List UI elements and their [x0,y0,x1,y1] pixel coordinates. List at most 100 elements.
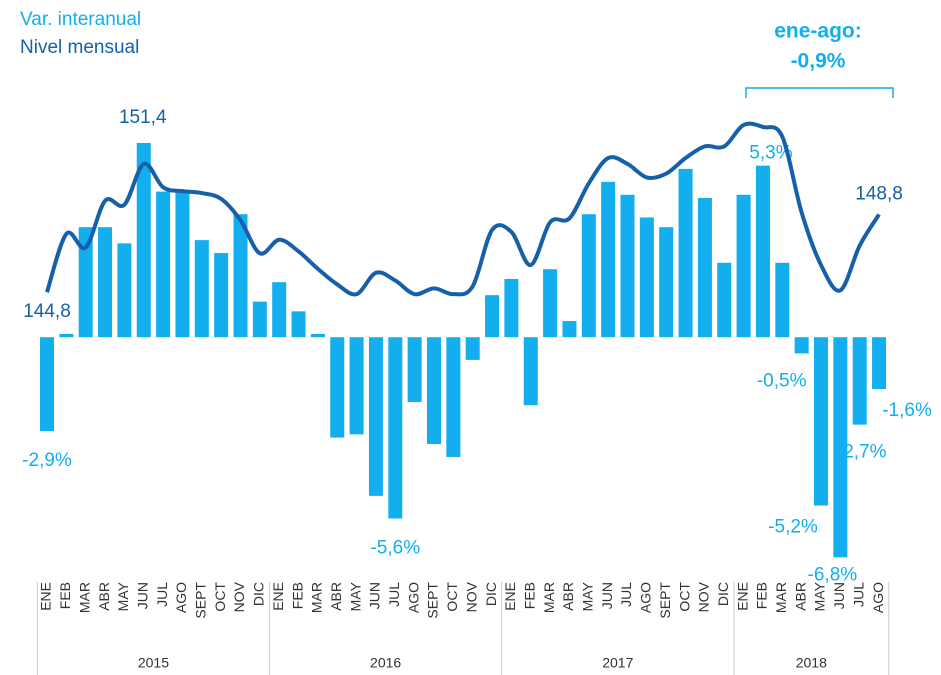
x-tick-label: MAR [309,582,325,613]
bar [504,278,519,338]
x-tick-label: SEPT [425,582,441,619]
x-tick-label: JUL [386,582,402,607]
x-tick-label: FEB [57,582,73,609]
bar-label: -2,9% [22,450,72,471]
bar [40,337,54,432]
x-tick-label: JUL [154,582,170,607]
bar [59,333,74,338]
bar [136,143,151,338]
bar [814,337,828,506]
x-tick-label: JUL [618,582,634,607]
x-tick-label: OCT [212,582,228,612]
line-label: 151,4 [119,107,167,128]
bar-label: -5,6% [370,538,420,559]
bar [291,311,306,338]
x-tick-label: ABR [328,582,344,611]
bar [736,194,751,338]
x-tick-label: AGO [173,582,189,613]
x-tick-label: MAR [76,582,92,613]
year-label: 2018 [796,655,827,671]
bar [639,217,654,338]
bar [601,181,616,338]
bar [194,240,209,338]
x-tick-label: MAR [541,582,557,613]
x-tick-label: NOV [231,581,247,612]
x-tick-label: FEB [289,582,305,609]
x-tick-label: MAR [773,582,789,613]
bar [659,227,674,338]
bar [98,227,113,338]
bar [407,337,422,402]
bar [368,337,383,496]
bar-label: -5,2% [768,517,818,538]
x-tick-label: FEB [754,582,770,609]
bar [310,333,325,338]
annotation-title: ene-ago: [774,20,862,43]
bar-label: -6,8% [808,564,858,585]
bar-label: -2,7% [837,442,887,463]
bar [349,337,364,435]
bar-label: -0,5% [757,370,807,391]
x-tick-label: AGO [870,582,886,613]
bar [427,337,441,445]
bar-label: -1,6% [882,400,932,421]
bar [543,269,558,338]
x-tick-label: AGO [638,582,654,613]
x-tick-label: DIC [715,582,731,606]
bar [233,214,248,338]
bar [852,337,867,425]
level-line [45,121,881,297]
x-tick-label: SEPT [193,582,209,619]
bar [485,295,500,338]
line-label: 144,8 [23,301,71,322]
x-tick-label: ABR [96,582,112,611]
line-label: 148,8 [855,183,903,204]
annotation-value: -0,9% [791,50,846,73]
x-tick-label: JUN [134,582,150,609]
x-tick-label: OCT [444,582,460,612]
bar [175,191,190,338]
bar [117,243,132,338]
x-tick-label: JUN [831,582,847,609]
year-label: 2015 [138,655,169,671]
bar [214,253,229,338]
bar [465,337,480,360]
bar [388,337,403,519]
x-tick-label: MAY [115,581,131,611]
bar [872,337,887,390]
legend-bar: Var. interanual [20,9,141,30]
x-tick-label: MAY [347,581,363,611]
bar [252,301,267,338]
bar [794,337,809,354]
legend-line: Nivel mensual [20,37,139,58]
bar [330,337,345,438]
annotation-bracket [745,87,894,98]
x-tick-label: DIC [251,582,267,606]
x-tick-label: JUL [850,582,866,607]
bar [272,282,287,338]
x-tick-label: NOV [463,581,479,612]
year-label: 2017 [602,655,633,671]
x-tick-label: DIC [483,582,499,606]
year-label: 2016 [370,655,401,671]
bar [717,262,732,338]
bar [697,198,712,338]
x-tick-label: JUN [599,582,615,609]
x-tick-label: SEPT [657,582,673,619]
x-tick-label: ABR [792,582,808,611]
bar [562,321,577,338]
x-tick-label: MAY [812,581,828,611]
x-tick-label: ABR [560,582,576,611]
x-tick-label: ENE [502,582,518,611]
x-tick-label: OCT [676,582,692,612]
bar [446,337,461,457]
bar [755,165,770,338]
x-tick-label: JUN [367,582,383,609]
bar [581,214,596,338]
bar-label: 5,3% [749,143,792,164]
bar [833,337,848,558]
x-tick-label: MAY [580,581,596,611]
bar [775,262,790,338]
bar [156,191,171,338]
x-tick-label: FEB [521,582,537,609]
